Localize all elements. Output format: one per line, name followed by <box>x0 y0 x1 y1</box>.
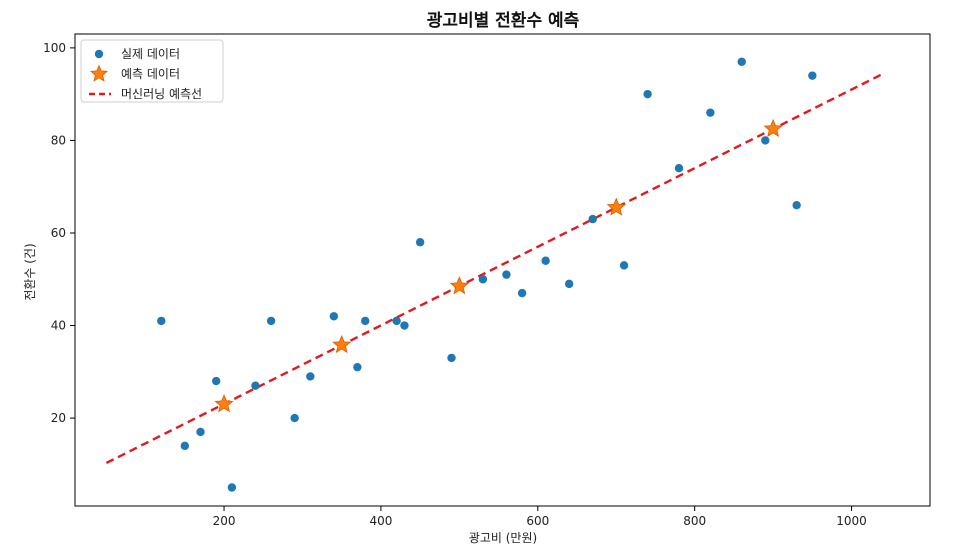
predicted-data-point <box>332 334 352 354</box>
actual-data-point <box>737 57 746 66</box>
actual-data-point <box>588 214 597 224</box>
actual-data-point <box>808 71 817 80</box>
x-tick-label: 1000 <box>836 514 867 528</box>
regression-line <box>105 72 884 465</box>
actual-data-point <box>502 270 511 279</box>
actual-data-point <box>761 136 770 145</box>
actual-data-point <box>478 275 488 284</box>
y-axis-title: 전환수 (건) <box>23 243 37 300</box>
legend-label: 실제 데이터 <box>121 47 180 61</box>
actual-data-point <box>541 256 550 265</box>
predicted-data-point <box>606 197 626 216</box>
legend-label: 예측 데이터 <box>121 67 180 81</box>
legend-label: 머신러닝 예측선 <box>121 87 202 101</box>
actual-data-point <box>674 163 684 173</box>
actual-data-point <box>227 483 237 492</box>
x-axis-title: 광고비 (만원) <box>469 531 537 545</box>
y-tick-label: 60 <box>51 226 66 240</box>
actual-data-point <box>157 316 166 326</box>
y-tick-label: 40 <box>51 319 66 333</box>
actual-data-point <box>211 376 221 386</box>
actual-data-point <box>306 372 315 381</box>
actual-data-point <box>792 201 801 210</box>
legend-marker-actual <box>94 49 104 59</box>
actual-data-point <box>415 238 425 247</box>
actual-data-point <box>329 312 339 321</box>
x-tick-label: 200 <box>213 514 236 528</box>
actual-data-point <box>361 316 370 326</box>
y-tick-label: 100 <box>43 41 66 55</box>
actual-data-point <box>619 261 629 270</box>
actual-data-point <box>643 89 652 99</box>
legend-box <box>80 39 224 103</box>
predicted-data-point <box>214 394 234 413</box>
actual-data-point <box>447 353 456 363</box>
actual-data-point <box>517 288 527 298</box>
chart-title: 광고비별 전환수 예측 <box>427 11 580 31</box>
x-tick-label: 400 <box>369 514 392 528</box>
actual-data-point <box>564 279 574 289</box>
actual-data-point <box>706 108 715 117</box>
actual-data-point <box>400 321 409 330</box>
actual-data-point <box>251 381 260 390</box>
legend-marker-predicted <box>89 64 109 82</box>
actual-data-point <box>392 316 401 326</box>
actual-data-point <box>266 316 276 326</box>
predicted-data-point <box>449 276 469 295</box>
x-tick-label: 800 <box>683 514 706 528</box>
y-tick-label: 80 <box>51 133 66 147</box>
predicted-data-point <box>763 118 783 137</box>
plot-frame <box>74 33 931 507</box>
y-tick-label: 20 <box>51 411 66 425</box>
actual-data-point <box>196 427 205 437</box>
actual-data-point <box>180 441 190 451</box>
actual-data-point <box>290 413 299 423</box>
actual-data-point <box>353 362 362 372</box>
x-tick-label: 600 <box>526 514 549 528</box>
